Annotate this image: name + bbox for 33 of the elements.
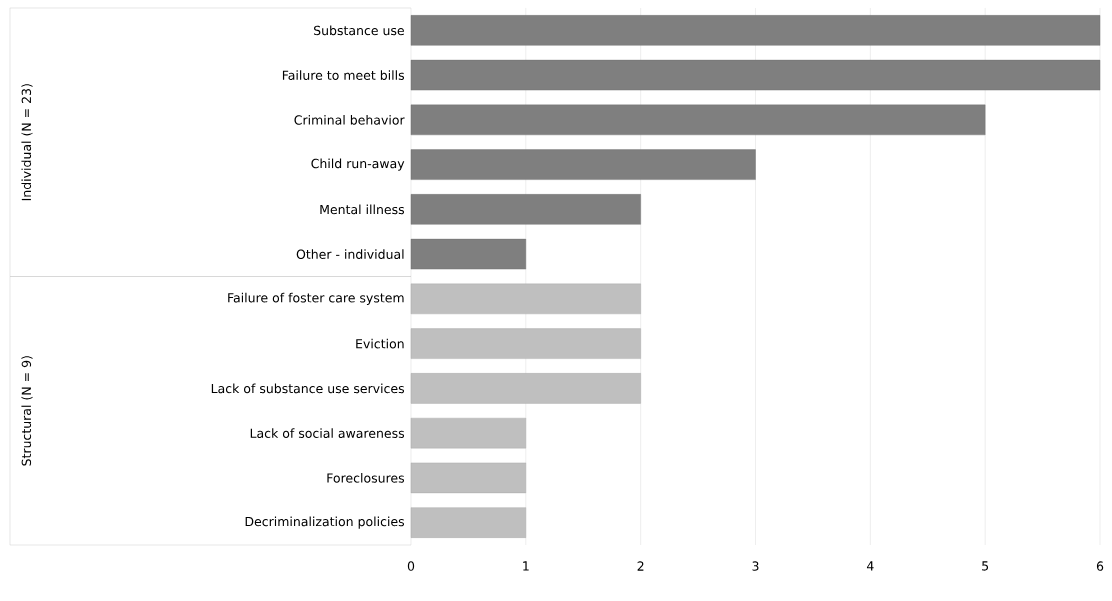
y-tick-label: Foreclosures (327, 473, 405, 483)
text: Structural (N = 9) (21, 356, 33, 466)
y-tick-label: Eviction (356, 338, 404, 349)
bar (410, 328, 641, 359)
bar (410, 238, 527, 270)
y-tick-label: Failure of foster care system (228, 292, 404, 305)
bar (410, 417, 527, 449)
x-tick-label: 6 (1096, 561, 1104, 571)
bar (410, 462, 527, 494)
x-tick-label: 2 (637, 561, 644, 571)
x-tick-label: 0 (407, 561, 415, 571)
y-tick-label: Mental illness (320, 204, 405, 215)
bar (410, 15, 1101, 46)
y-tick-label: Criminal behavior (294, 115, 405, 125)
y-tick-label: Substance use (314, 25, 404, 36)
bar (410, 194, 641, 225)
bar (410, 149, 756, 180)
bar (410, 373, 641, 404)
y-tick-label: Lack of social awareness (250, 428, 405, 438)
bar (410, 59, 1101, 91)
x-tick-label: 1 (523, 561, 529, 571)
y-tick-label: Lack of substance use services (211, 383, 405, 394)
y-tick-label: Failure to meet bills (282, 70, 405, 80)
y-tick-label: Other - individual (296, 249, 404, 259)
x-tick-label: 5 (982, 561, 989, 571)
text: Individual (N = 23) (21, 84, 33, 201)
bar (410, 507, 527, 538)
bar (410, 283, 641, 315)
bar (410, 104, 986, 136)
x-tick-label: 4 (866, 561, 874, 571)
y-tick-label: Decriminalization policies (245, 516, 405, 529)
x-tick-label: 3 (752, 561, 759, 571)
y-tick-label: Child run-away (311, 158, 405, 171)
